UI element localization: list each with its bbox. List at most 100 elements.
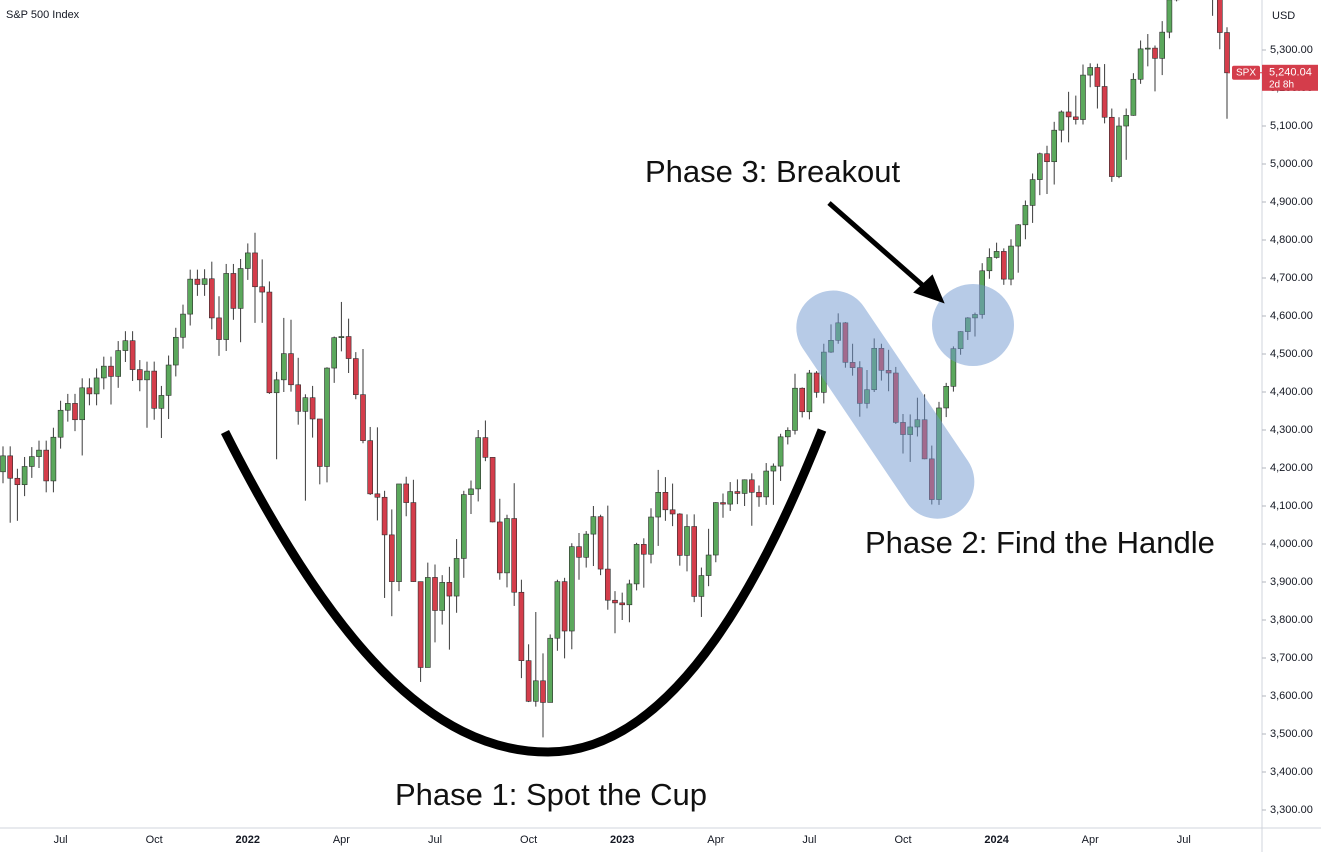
chart-title: S&P 500 Index xyxy=(6,9,80,21)
candle-body xyxy=(655,492,662,518)
candle-body xyxy=(705,554,712,576)
candle-body xyxy=(338,336,345,338)
candle-body xyxy=(129,340,136,370)
candle-body xyxy=(367,440,374,495)
candle-body xyxy=(72,403,78,421)
candle-body xyxy=(1224,32,1230,74)
candle-body xyxy=(525,660,532,702)
candle-body xyxy=(432,577,438,611)
x-tick-label: Jul xyxy=(428,834,442,846)
candle-body xyxy=(763,470,770,498)
y-tick-label: 4,900.00 xyxy=(1270,196,1313,208)
candle-body xyxy=(698,575,705,597)
y-tick-label: 4,400.00 xyxy=(1270,386,1313,398)
candle-body xyxy=(612,599,618,604)
candle-body xyxy=(43,449,50,482)
candle-body xyxy=(604,568,611,601)
y-tick-label: 3,300.00 xyxy=(1270,804,1313,816)
candle-body xyxy=(1123,115,1129,127)
price-label: 5,240.04 xyxy=(1269,67,1312,79)
candle-body xyxy=(144,370,150,381)
candle-body xyxy=(187,278,193,315)
breakout-arrow xyxy=(827,201,930,292)
y-tick-label: 4,100.00 xyxy=(1270,500,1313,512)
candle-body xyxy=(194,278,201,285)
candle-body xyxy=(1051,129,1057,163)
x-tick-label: Oct xyxy=(520,834,537,846)
candle-body xyxy=(302,397,309,412)
candle-body xyxy=(158,395,165,409)
candle-body xyxy=(388,534,395,582)
candle-body xyxy=(101,365,107,379)
y-tick-label: 3,500.00 xyxy=(1270,728,1313,740)
candle-body xyxy=(1029,179,1036,206)
candle-body xyxy=(439,582,446,611)
candle-body xyxy=(676,513,683,556)
candle-body xyxy=(86,387,93,395)
countdown-label: 2d 8h xyxy=(1269,79,1294,90)
candle-body xyxy=(799,387,806,413)
candle-body xyxy=(36,449,42,457)
candle-body xyxy=(1130,78,1137,116)
symbol-label: SPX xyxy=(1236,67,1256,78)
candle-body xyxy=(1137,48,1144,80)
candle-body xyxy=(756,492,762,498)
candle-body xyxy=(1015,224,1022,247)
candle-body xyxy=(108,365,114,377)
y-tick-label: 4,300.00 xyxy=(1270,424,1313,436)
x-tick-label: 2024 xyxy=(984,834,1009,846)
candle-body xyxy=(504,518,510,574)
candle-body xyxy=(741,479,748,494)
y-tick-label: 4,800.00 xyxy=(1270,234,1313,246)
candle-body xyxy=(986,257,993,272)
y-tick-label: 3,700.00 xyxy=(1270,652,1313,664)
candle-body xyxy=(115,350,121,377)
candle-body xyxy=(720,502,726,505)
candle-body xyxy=(295,384,302,412)
candle-body xyxy=(65,403,71,411)
candle-body xyxy=(1159,31,1165,59)
y-tick-label: 3,800.00 xyxy=(1270,614,1313,626)
candle-body xyxy=(50,436,57,482)
currency-label: USD xyxy=(1272,10,1295,22)
candle-body xyxy=(209,278,215,319)
x-tick-label: Jul xyxy=(54,834,68,846)
candle-body xyxy=(259,286,266,293)
candle-body xyxy=(518,591,525,661)
candle-body xyxy=(619,602,626,606)
candle-body xyxy=(1044,153,1050,163)
candle-body xyxy=(223,273,229,340)
candle-body xyxy=(489,457,496,523)
y-tick-label: 4,700.00 xyxy=(1270,272,1313,284)
candle-body xyxy=(309,397,316,420)
handle-highlight xyxy=(796,290,975,519)
x-tick-label: Jul xyxy=(1177,834,1191,846)
candle-body xyxy=(245,252,251,269)
candle-body xyxy=(770,465,777,472)
candle-body xyxy=(331,337,338,369)
candle-body xyxy=(684,526,690,556)
y-tick-label: 4,500.00 xyxy=(1270,348,1313,360)
candle-body xyxy=(1000,251,1007,280)
candle-body xyxy=(475,437,482,490)
candle-body xyxy=(633,544,640,585)
candle-body xyxy=(360,394,366,441)
candle-body xyxy=(137,369,143,381)
x-tick-label: Oct xyxy=(894,834,911,846)
candle-body xyxy=(230,273,237,309)
candle-body xyxy=(453,558,460,597)
cup-curve xyxy=(220,428,827,757)
candle-body xyxy=(1166,0,1173,33)
candle-body xyxy=(151,370,157,409)
candle-body xyxy=(583,533,590,558)
candle-body xyxy=(14,477,21,486)
x-tick-label: 2023 xyxy=(610,834,634,846)
y-tick-label: 3,900.00 xyxy=(1270,576,1313,588)
candle-body xyxy=(554,581,561,639)
candle-body xyxy=(266,291,273,394)
candle-body xyxy=(597,516,604,570)
candle-body xyxy=(1037,153,1043,180)
